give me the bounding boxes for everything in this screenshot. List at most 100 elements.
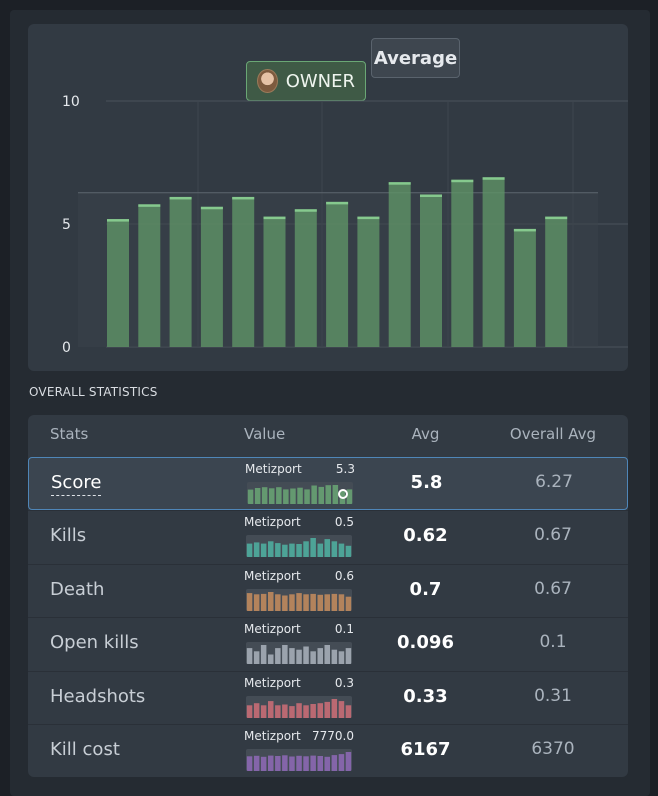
bar-cap xyxy=(482,177,505,180)
bar xyxy=(513,228,536,347)
mini-bar xyxy=(332,485,339,504)
avatar xyxy=(257,69,278,93)
mini-bar xyxy=(310,593,316,611)
mini-bar-chart xyxy=(246,642,352,665)
mini-chart-value: 0.6 xyxy=(334,568,354,583)
stat-name: Score xyxy=(51,472,102,496)
table-row[interactable]: Open kills Metizport 0.1 0.096 0.1 xyxy=(28,617,628,670)
mini-bar xyxy=(282,755,288,771)
avg-value: 0.7 xyxy=(409,578,442,600)
mini-bar xyxy=(246,704,253,718)
avg-value: 0.096 xyxy=(397,632,454,654)
table-row[interactable]: Headshots Metizport 0.3 0.33 0.31 xyxy=(28,670,628,724)
bar xyxy=(263,216,286,347)
mini-bar xyxy=(261,487,268,504)
mini-bar xyxy=(345,752,352,771)
mini-bar xyxy=(324,701,330,718)
mini-bar xyxy=(296,544,302,558)
mini-chart-label: Metizport xyxy=(245,462,302,476)
mini-bar xyxy=(310,703,316,718)
bar xyxy=(545,216,568,347)
mini-bar xyxy=(345,596,352,611)
bar-cap xyxy=(263,216,286,220)
table-row[interactable]: Score Metizport 5.3 5.8 6.27 xyxy=(28,457,628,510)
table-row[interactable]: Kills Metizport 0.5 0.62 0.67 xyxy=(28,510,628,563)
mini-bar xyxy=(310,755,316,771)
mini-bar xyxy=(246,543,253,558)
mini-bar xyxy=(246,756,253,771)
mini-bar xyxy=(289,705,295,718)
mini-bar-chart xyxy=(246,588,352,611)
mini-bar xyxy=(260,645,267,665)
mini-bar xyxy=(296,592,302,611)
mini-chart-label: Metizport xyxy=(244,622,301,637)
bar-cap xyxy=(420,194,442,197)
mini-bar xyxy=(275,543,281,558)
mini-bar xyxy=(303,704,309,718)
mini-bar xyxy=(247,489,254,504)
owner-toggle[interactable]: OWNER xyxy=(246,61,366,101)
section-title: OVERALL STATISTICS xyxy=(29,385,158,399)
mini-chart-label: Metizport xyxy=(244,675,301,690)
bar-cap xyxy=(169,196,192,200)
bar-cap xyxy=(388,182,411,185)
mini-bar xyxy=(275,756,281,771)
mini-bar xyxy=(268,591,274,611)
mini-bar xyxy=(246,592,253,611)
mini-bar xyxy=(317,543,323,558)
overall-avg-value: 6.27 xyxy=(535,472,573,492)
average-toggle[interactable]: Average xyxy=(371,38,460,78)
mini-bar xyxy=(338,594,345,611)
owner-toggle-label: OWNER xyxy=(285,70,355,92)
mini-bar xyxy=(303,594,309,611)
mini-bar xyxy=(289,648,295,665)
mini-chart-value: 0.5 xyxy=(334,515,354,530)
mini-chart-value: 5.3 xyxy=(335,462,355,476)
bar-cap xyxy=(513,228,536,232)
table-row[interactable]: Death Metizport 0.6 0.7 0.67 xyxy=(28,563,628,617)
mini-bar xyxy=(324,594,330,611)
mini-bar xyxy=(260,756,267,771)
mini-bar xyxy=(289,756,295,771)
mini-bar xyxy=(282,545,288,558)
mini-bar xyxy=(324,645,330,665)
mini-bar xyxy=(317,648,323,665)
bar xyxy=(420,194,442,347)
avg-value: 5.8 xyxy=(410,472,443,493)
mini-bar xyxy=(297,487,303,504)
bar xyxy=(451,179,474,347)
bar-cap xyxy=(545,216,568,220)
mini-bar xyxy=(268,700,274,718)
mini-bar xyxy=(296,702,302,718)
mini-bar xyxy=(275,594,281,611)
mini-bar xyxy=(282,645,288,665)
mini-bar xyxy=(253,651,260,665)
y-tick-label: 0 xyxy=(62,340,71,356)
overall-avg-value: 6370 xyxy=(531,739,575,759)
mini-bar xyxy=(268,755,274,771)
bar xyxy=(388,182,411,347)
mini-bar xyxy=(317,702,323,718)
mini-bar xyxy=(253,594,260,611)
header-overall-avg: Overall Avg xyxy=(509,425,597,443)
mini-bar xyxy=(260,593,267,611)
mini-chart-value: 7770.0 xyxy=(312,729,354,743)
mini-bar xyxy=(253,755,260,771)
bar-cap xyxy=(200,206,223,210)
bar xyxy=(200,206,223,347)
mini-bar xyxy=(345,546,352,558)
mini-bar xyxy=(318,486,324,504)
mini-bar xyxy=(317,594,323,611)
mini-bar xyxy=(345,704,352,718)
bar xyxy=(357,216,380,347)
mini-bar xyxy=(324,756,330,771)
mini-bar xyxy=(289,543,295,558)
mini-bar xyxy=(246,648,253,665)
stat-name: Kills xyxy=(50,525,87,547)
avg-value: 0.62 xyxy=(403,525,448,547)
mini-bar xyxy=(338,543,345,558)
mini-chart-label: Metizport xyxy=(244,515,301,530)
mini-bar xyxy=(338,754,345,771)
mini-bar xyxy=(282,704,288,718)
table-row[interactable]: Kill cost Metizport 7770.0 6167 6370 xyxy=(28,724,628,777)
